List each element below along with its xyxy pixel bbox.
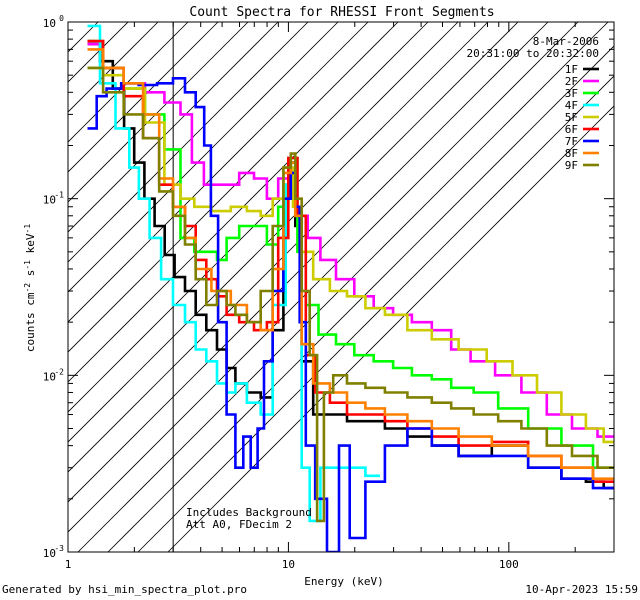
y-tick-label: 10 <box>43 370 56 383</box>
legend-label-2F: 2F <box>565 75 578 88</box>
y-tick-exponent: -3 <box>54 544 64 553</box>
y-tick-label: 10 <box>43 194 56 207</box>
y-tick-exponent: -2 <box>54 367 64 376</box>
hatch-line <box>77 22 609 552</box>
annotation-line: Includes Background <box>186 506 312 519</box>
chart-title: Count Spectra for RHESSI Front Segments <box>189 5 494 20</box>
y-tick-label: 10 <box>43 17 56 30</box>
y-tick-exponent: 0 <box>59 14 64 23</box>
hatch-line <box>68 22 219 173</box>
footer-timestamp: 10-Apr-2023 15:59 <box>525 583 638 596</box>
hatch-line <box>137 75 614 552</box>
hatch-line <box>68 22 519 473</box>
y-tick-label: 10 <box>43 547 56 560</box>
series-2F <box>87 42 614 438</box>
x-axis-label: Energy (keV) <box>304 575 383 588</box>
hatch-line <box>107 45 614 552</box>
legend-label-1F: 1F <box>565 63 578 76</box>
series-5F <box>87 66 614 444</box>
plot-frame <box>67 21 615 553</box>
hatch-line <box>68 22 369 323</box>
date-time-block: 8-Mar-2006 20:31:00 to 20:32:00 <box>467 35 599 60</box>
x-tick-label: 1 <box>65 558 72 571</box>
legend-label-5F: 5F <box>565 111 578 124</box>
legend-label-3F: 3F <box>565 87 578 100</box>
hatch-line <box>68 22 489 443</box>
y-tick-exponent: -1 <box>54 191 64 200</box>
legend-label-9F: 9F <box>565 159 578 172</box>
legend-label-4F: 4F <box>565 99 578 112</box>
hatch-line <box>68 22 399 353</box>
footer-generated-by: Generated by hsi_min_spectra_plot.pro <box>2 583 248 596</box>
x-tick-label: 100 <box>499 558 519 571</box>
hatch-line <box>68 22 339 293</box>
hatch-line <box>68 22 579 533</box>
time-range-text: 20:31:00 to 20:32:00 <box>467 47 599 60</box>
series-9F <box>87 66 614 523</box>
hatch-line <box>68 22 309 263</box>
hatch-line <box>68 22 159 113</box>
hatch-line <box>68 22 279 233</box>
hatch-line <box>68 22 459 413</box>
legend-label-7F: 7F <box>565 135 578 148</box>
legend-label-6F: 6F <box>565 123 578 136</box>
legend-label-8F: 8F <box>565 147 578 160</box>
x-tick-label: 10 <box>282 558 295 571</box>
hatch-line <box>68 22 249 203</box>
annotation-line: Att A0, FDecim 2 <box>186 518 292 531</box>
date-text: 8-Mar-2006 <box>533 35 599 48</box>
hatch-line <box>68 22 429 383</box>
y-axis-label: counts cm-2 s-1 keV-1 <box>23 224 38 352</box>
hatch-line <box>68 22 189 143</box>
